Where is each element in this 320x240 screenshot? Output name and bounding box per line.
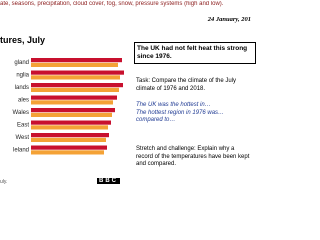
- bar: [31, 112, 112, 117]
- bar: [31, 95, 117, 100]
- bar: [31, 133, 109, 138]
- date: 24 January, 201: [207, 16, 251, 23]
- bar: [31, 125, 108, 130]
- bar: [31, 145, 107, 150]
- category-label: lands: [15, 85, 29, 91]
- bar: [31, 100, 113, 105]
- category-label: ales: [18, 97, 29, 103]
- bar: [31, 58, 122, 63]
- prompt-line: The UK was the hottest in…: [136, 102, 211, 108]
- bar: [31, 75, 120, 80]
- stretch: Stretch and challenge: Explain why a rec…: [136, 146, 250, 167]
- category-label: East: [17, 122, 29, 128]
- topic: ate, seasons, precipitation, cloud cover…: [0, 1, 224, 7]
- bar: [31, 70, 124, 75]
- slide: ate, seasons, precipitation, cloud cover…: [0, 1, 256, 185]
- chart-title: tures, July: [0, 35, 46, 45]
- bar: [31, 108, 115, 113]
- bar: [31, 83, 123, 88]
- bar: [31, 120, 111, 125]
- category-label: leland: [13, 147, 29, 153]
- heading: The UK had not felt heat this strong sin…: [134, 42, 256, 64]
- source: uly.: [0, 179, 8, 185]
- category-label: gland: [14, 60, 29, 66]
- bar: [31, 150, 104, 155]
- chart: gland nglia lands ales Wales East West leland: [13, 58, 124, 155]
- task: Task: Compare the climate of the July cl…: [136, 78, 237, 92]
- prompt-line: The hottest region in 1976 was…compared …: [136, 109, 225, 124]
- bar: [31, 87, 119, 92]
- bar: [31, 137, 106, 142]
- category-label: West: [15, 135, 29, 141]
- category-label: Wales: [13, 110, 29, 116]
- category-label: nglia: [16, 72, 29, 78]
- prompt: The UK was the hottest in… The hottest r…: [136, 102, 250, 125]
- logo: BBC: [97, 178, 120, 184]
- bar: [31, 62, 118, 67]
